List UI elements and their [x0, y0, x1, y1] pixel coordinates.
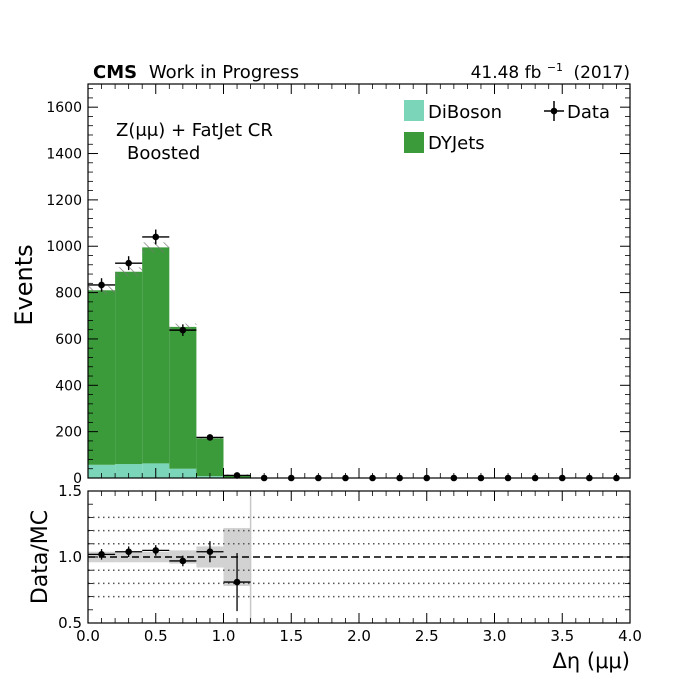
legend-data-marker	[550, 107, 558, 115]
ratio-y-tick-label: 1.0	[58, 548, 82, 566]
region-label-line2: Boosted	[127, 143, 200, 164]
dyjets-bar	[115, 271, 143, 465]
diboson-bar	[115, 464, 143, 478]
x-tick-label: 0.0	[76, 627, 100, 645]
y-axis-label-main: Events	[10, 244, 38, 325]
data-point	[125, 259, 132, 267]
ratio-point	[152, 547, 160, 554]
x-tick-label: 1.5	[279, 627, 303, 645]
dyjets-bar	[142, 247, 170, 464]
ratio-y-tick-label: 0.5	[58, 614, 82, 632]
y-tick-label: 1600	[46, 100, 82, 116]
x-axis-label: Δη (μμ)	[553, 649, 630, 673]
mc-uncertainty-hatch	[115, 267, 143, 277]
legend-swatch-dyjets	[404, 132, 424, 153]
legend: DiBoson DYJets Data	[404, 100, 610, 154]
lumi-exponent: −1	[547, 61, 563, 74]
y-tick-label: 0	[73, 471, 82, 487]
main-plot-panel: 0 200 400 600 800 1000 1200 1400 1600	[46, 83, 631, 487]
legend-swatch-diboson	[404, 100, 424, 121]
wip-label: Work in Progress	[149, 62, 299, 83]
legend-label-diboson: DiBoson	[428, 102, 502, 123]
legend-label-data: Data	[567, 102, 610, 123]
ratio-point	[98, 551, 105, 558]
dyjets-bar	[88, 290, 116, 465]
ratio-y-tick-label: 1.5	[58, 482, 82, 500]
x-tick-label: 3.5	[550, 627, 574, 645]
x-tick-label: 3.0	[483, 627, 507, 645]
ratio-plot-panel: 0.51.01.50.0 0.5 1.0 1.5 2.0 2.5 3.0 3.5 4.0	[58, 482, 642, 645]
mc-uncertainty-hatch	[142, 242, 170, 253]
y-tick-label: 1400	[46, 147, 82, 163]
x-tick-label: 1.0	[212, 627, 236, 645]
legend-label-dyjets: DYJets	[428, 133, 485, 154]
x-tick-label: 2.5	[415, 627, 439, 645]
year-label: (2017)	[573, 63, 630, 83]
y-tick-label: 1200	[46, 193, 82, 209]
dyjets-bar	[196, 438, 224, 477]
ratio-point	[125, 548, 132, 556]
y-tick-label: 200	[55, 425, 82, 441]
cms-label: CMS	[93, 62, 137, 83]
diboson-bar	[88, 464, 116, 478]
y-tick-label: 400	[55, 378, 82, 394]
x-tick-label: 4.0	[618, 627, 642, 645]
dyjets-bar	[169, 326, 197, 469]
data-point	[98, 281, 105, 289]
x-tick-label: 0.5	[144, 627, 168, 645]
data-point	[206, 434, 214, 441]
y-tick-label: 1000	[46, 239, 82, 255]
region-label-line1: Z(μμ) + FatJet CR	[116, 120, 273, 141]
ratio-point	[179, 557, 187, 565]
lumi-label: 41.48 fb	[471, 63, 542, 83]
data-point	[179, 326, 187, 334]
data-point	[152, 233, 160, 241]
ratio-point	[233, 578, 241, 586]
lumi-header: 41.48 fb −1 (2017)	[471, 56, 630, 83]
ratio-point	[206, 548, 214, 556]
y-axis-label-ratio: Data/MC	[28, 510, 53, 604]
y-tick-label: 600	[55, 332, 82, 348]
x-tick-label: 2.0	[347, 627, 371, 645]
y-tick-label: 800	[55, 286, 82, 302]
cms-header: CMS Work in Progress	[93, 62, 299, 83]
